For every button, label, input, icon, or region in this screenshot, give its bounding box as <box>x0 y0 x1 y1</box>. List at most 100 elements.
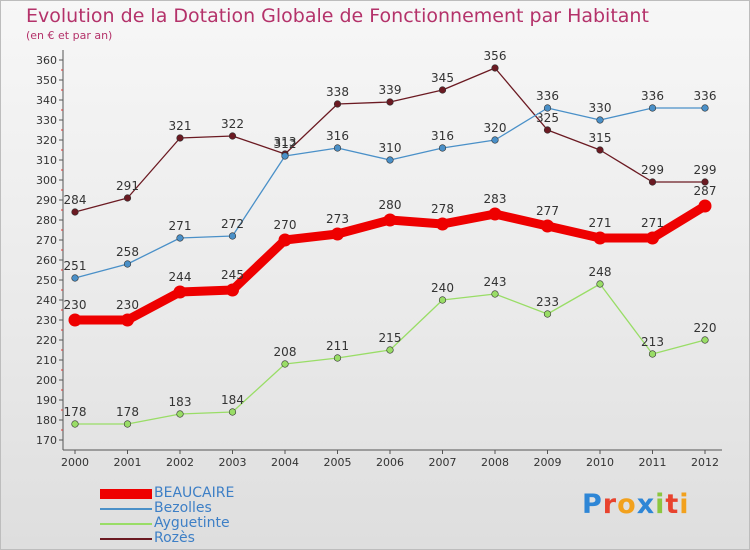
y-tick-label: 230 <box>36 314 57 327</box>
legend-swatch <box>100 488 152 499</box>
data-label: 322 <box>221 117 244 131</box>
data-label: 183 <box>169 395 192 409</box>
y-tick-label: 260 <box>36 254 57 267</box>
y-tick-label: 290 <box>36 194 57 207</box>
data-point <box>176 234 184 242</box>
data-label: 280 <box>379 198 402 212</box>
data-point <box>71 208 79 216</box>
data-label: 178 <box>116 405 139 419</box>
data-point <box>71 420 79 428</box>
data-label: 230 <box>64 298 87 312</box>
y-tick-label: 240 <box>36 294 57 307</box>
data-label: 273 <box>326 212 349 226</box>
data-label: 316 <box>326 129 349 143</box>
data-label: 272 <box>221 217 244 231</box>
data-point <box>333 100 342 108</box>
data-point <box>123 194 132 202</box>
data-point <box>386 156 394 164</box>
legend-item: Bezolles <box>100 500 320 516</box>
data-label: 345 <box>431 71 454 85</box>
data-label: 330 <box>589 101 612 115</box>
data-point <box>488 207 502 221</box>
data-label: 313 <box>274 135 297 149</box>
data-point <box>698 199 712 213</box>
data-point <box>68 313 82 327</box>
data-label: 291 <box>116 179 139 193</box>
legend-label: BEAUCAIRE <box>154 485 235 501</box>
y-tick-label: 170 <box>36 434 57 447</box>
data-label: 278 <box>431 202 454 216</box>
data-point <box>173 285 187 299</box>
data-point <box>648 350 657 358</box>
x-tick-label: 2007 <box>429 456 457 469</box>
data-point <box>701 178 709 186</box>
y-tick-label: 270 <box>36 234 57 247</box>
y-tick-label: 280 <box>36 214 57 227</box>
x-tick-label: 2009 <box>534 456 562 469</box>
data-label: 248 <box>589 265 612 279</box>
data-point <box>543 104 552 112</box>
data-label: 287 <box>694 184 717 198</box>
data-label: 251 <box>64 259 87 273</box>
y-tick-label: 310 <box>36 154 57 167</box>
y-tick-label: 250 <box>36 274 57 287</box>
data-point <box>596 116 604 124</box>
data-label: 339 <box>379 83 402 97</box>
data-point <box>228 408 237 416</box>
data-point <box>543 126 552 134</box>
y-tick-label: 350 <box>36 74 57 87</box>
data-label: 213 <box>641 335 664 349</box>
data-label: 211 <box>326 339 349 353</box>
data-point <box>386 98 394 106</box>
data-label: 245 <box>221 268 244 282</box>
data-label: 233 <box>536 295 559 309</box>
data-point <box>226 283 239 297</box>
chart-legend: BEAUCAIRE Bezolles Ayguetinte Rozès <box>100 485 320 546</box>
data-label: 356 <box>484 49 507 63</box>
legend-item: Rozès <box>100 530 320 546</box>
proxiti-logo: Proxiti <box>582 489 690 520</box>
data-point <box>646 231 659 245</box>
x-tick-label: 2008 <box>481 456 509 469</box>
legend-label: Rozès <box>154 530 195 546</box>
data-point <box>281 152 289 160</box>
data-label: 220 <box>694 321 717 335</box>
data-label: 338 <box>326 85 349 99</box>
x-tick-label: 2010 <box>586 456 614 469</box>
data-point <box>438 144 447 152</box>
data-point <box>333 354 342 362</box>
y-tick-label: 360 <box>36 54 57 67</box>
data-point <box>383 213 397 227</box>
data-point <box>436 217 449 231</box>
data-point <box>228 132 237 140</box>
y-tick-label: 320 <box>36 134 57 147</box>
legend-swatch <box>100 507 152 510</box>
data-label: 320 <box>484 121 507 135</box>
legend-item: BEAUCAIRE <box>100 485 320 501</box>
data-point <box>701 104 709 112</box>
data-point <box>701 336 709 344</box>
y-tick-label: 340 <box>36 94 57 107</box>
data-point <box>281 360 289 368</box>
data-label: 325 <box>536 111 559 125</box>
data-point <box>596 146 604 154</box>
data-label: 316 <box>431 129 454 143</box>
x-tick-label: 2003 <box>219 456 247 469</box>
y-tick-label: 300 <box>36 174 57 187</box>
data-label: 178 <box>64 405 87 419</box>
data-point <box>123 260 132 268</box>
data-point <box>176 134 184 142</box>
y-tick-label: 190 <box>36 394 57 407</box>
data-label: 277 <box>536 204 559 218</box>
data-point <box>278 233 292 247</box>
data-point <box>596 280 604 288</box>
data-point <box>386 346 394 354</box>
data-label: 258 <box>116 245 139 259</box>
data-label: 321 <box>169 119 192 133</box>
data-point <box>176 410 184 418</box>
data-point <box>593 231 607 245</box>
data-point <box>438 296 447 304</box>
data-label: 336 <box>641 89 664 103</box>
y-tick-label: 180 <box>36 414 57 427</box>
